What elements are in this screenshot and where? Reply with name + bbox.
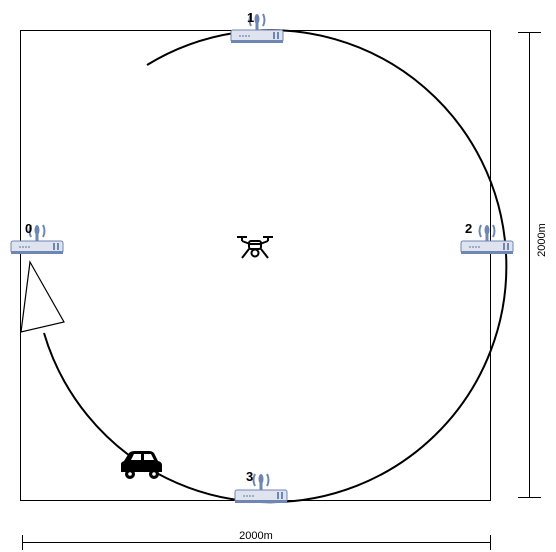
height-label: 2000m — [536, 223, 548, 257]
width-dimension — [22, 535, 491, 550]
trajectory-path — [43, 29, 508, 504]
station-0: 0 — [9, 221, 65, 256]
station-2-label: 2 — [465, 221, 472, 236]
station-3-label: 3 — [246, 469, 253, 484]
station-0-label: 0 — [25, 221, 32, 236]
car-icon — [121, 451, 162, 479]
station-2: 2 — [459, 221, 515, 256]
arrow-head-icon — [20, 260, 65, 333]
wifi-router-icon — [233, 472, 289, 505]
station-1: 1 — [229, 10, 285, 45]
width-label: 2000m — [239, 530, 273, 542]
wifi-router-icon — [229, 12, 285, 45]
drone-icon — [237, 236, 273, 259]
wifi-router-icon — [9, 223, 65, 256]
station-1-label: 1 — [247, 10, 254, 25]
area-boundary — [20, 30, 491, 501]
station-3: 3 — [233, 469, 289, 505]
height-dimension — [518, 32, 541, 498]
